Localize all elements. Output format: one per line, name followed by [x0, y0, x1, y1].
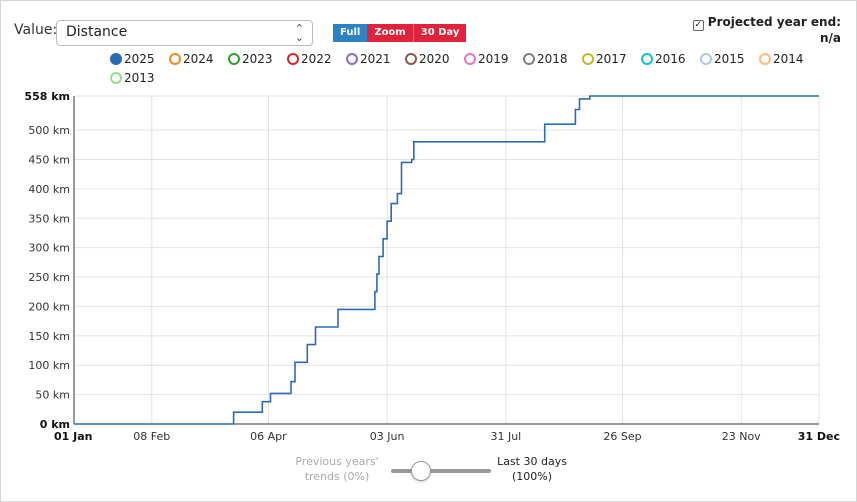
y-max-label: 558 km [24, 90, 70, 103]
legend-item-2017[interactable]: 2017 [582, 52, 627, 66]
y-tick-label: 450 km [28, 153, 70, 166]
projected-checkbox[interactable]: ✓ [692, 20, 704, 31]
legend-circle-icon [287, 53, 299, 65]
value-select[interactable]: Distance ⌃ ⌄ [56, 20, 313, 46]
y-tick-label: 250 km [28, 271, 70, 284]
x-tick-label: 31 Dec [798, 430, 840, 443]
y-tick-label: 300 km [28, 242, 70, 255]
legend-label: 2023 [242, 52, 273, 66]
trend-slider-thumb[interactable] [411, 461, 431, 481]
legend-circle-icon [346, 53, 358, 65]
legend-label: 2013 [124, 71, 155, 85]
y-tick-label: 150 km [28, 330, 70, 343]
legend-label: 2016 [655, 52, 686, 66]
legend-item-2013[interactable]: 2013 [110, 71, 155, 85]
legend-item-2018[interactable]: 2018 [523, 52, 568, 66]
legend-circle-icon [405, 53, 417, 65]
y-tick-label: 0 km [40, 418, 70, 431]
legend-item-2020[interactable]: 2020 [405, 52, 450, 66]
legend-circle-icon [641, 53, 653, 65]
legend-circle-icon [523, 53, 535, 65]
legend-item-2025[interactable]: 2025 [110, 52, 155, 66]
projected-label: Projected year end: [707, 15, 841, 29]
previous-years-label: Previous years' trends (0%) [295, 455, 379, 483]
distance-chart: 0 km 50 km 100 km 150 km 200 km 250 km 300 km 3… [24, 90, 840, 443]
legend-item-2016[interactable]: 2016 [641, 52, 686, 66]
value-select-current: Distance [66, 24, 128, 40]
legend-circle-icon [759, 53, 771, 65]
legend-item-2022[interactable]: 2022 [287, 52, 332, 66]
legend-label: 2022 [301, 52, 332, 66]
last-30-days-label: Last 30 days (100%) [497, 455, 567, 483]
y-tick-label: 400 km [28, 183, 70, 196]
y-tick-label: 100 km [28, 359, 70, 372]
30-day-button[interactable]: 30 Day [412, 24, 467, 42]
x-tick-label: 03 Jun [370, 430, 405, 443]
legend-item-2014[interactable]: 2014 [759, 52, 804, 66]
trend-slider-area: Previous years' trends (0%) Last 30 days… [0, 452, 857, 492]
chevron-updown-icon: ⌃ ⌄ [294, 22, 304, 44]
legend-label: 2018 [537, 52, 568, 66]
zoom-button[interactable]: Zoom [367, 24, 413, 42]
legend-label: 2021 [360, 52, 391, 66]
legend-label: 2020 [419, 52, 450, 66]
y-tick-label: 200 km [28, 300, 70, 313]
projected-value: n/a [819, 31, 841, 45]
x-tick-label: 08 Feb [133, 430, 170, 443]
legend-item-2015[interactable]: 2015 [700, 52, 745, 66]
series-line-2025 [74, 95, 819, 425]
projected-year-end: ✓ Projected year end: n/a [692, 15, 841, 46]
zoom-button-group: Full Zoom 30 Day [333, 24, 467, 42]
legend-circle-icon [110, 72, 122, 84]
legend-circle-icon [582, 53, 594, 65]
legend-label: 2024 [183, 52, 214, 66]
legend-label: 2025 [124, 52, 155, 66]
x-tick-label: 06 Apr [250, 430, 287, 443]
legend-circle-icon [228, 53, 240, 65]
y-tick-label: 50 km [35, 389, 70, 402]
value-label: Value: [14, 22, 58, 38]
legend-circle-icon [110, 53, 122, 65]
legend-circle-icon [464, 53, 476, 65]
trend-slider-track[interactable] [391, 469, 491, 473]
legend-item-2021[interactable]: 2021 [346, 52, 391, 66]
x-tick-label: 31 Jul [490, 430, 521, 443]
x-tick-label: 23 Nov [722, 430, 761, 443]
y-tick-label: 500 km [28, 124, 70, 137]
legend-item-2019[interactable]: 2019 [464, 52, 509, 66]
full-button[interactable]: Full [333, 24, 368, 42]
x-tick-label: 26 Sep [603, 430, 641, 443]
legend-label: 2017 [596, 52, 627, 66]
y-tick-label: 350 km [28, 212, 70, 225]
legend-circle-icon [700, 53, 712, 65]
legend-label: 2019 [478, 52, 509, 66]
legend-item-2024[interactable]: 2024 [169, 52, 214, 66]
legend-item-2023[interactable]: 2023 [228, 52, 273, 66]
legend-circle-icon [169, 53, 181, 65]
x-tick-label: 01 Jan [54, 430, 92, 443]
legend-label: 2015 [714, 52, 745, 66]
legend-label: 2014 [773, 52, 804, 66]
